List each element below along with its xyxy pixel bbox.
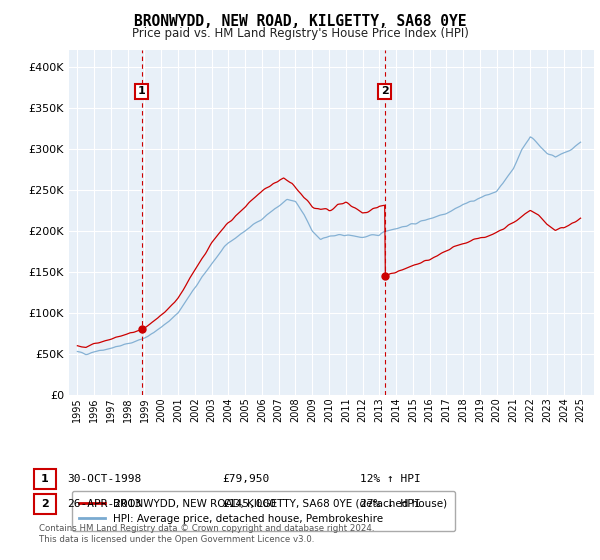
Text: BRONWYDD, NEW ROAD, KILGETTY, SA68 0YE: BRONWYDD, NEW ROAD, KILGETTY, SA68 0YE (134, 14, 466, 29)
Text: 26-APR-2013: 26-APR-2013 (67, 499, 142, 509)
Text: £145,000: £145,000 (222, 499, 276, 509)
Text: 30-OCT-1998: 30-OCT-1998 (67, 474, 142, 484)
Text: Contains HM Land Registry data © Crown copyright and database right 2024.: Contains HM Land Registry data © Crown c… (39, 524, 374, 533)
Text: 1: 1 (138, 86, 146, 96)
Text: 12% ↑ HPI: 12% ↑ HPI (360, 474, 421, 484)
Legend: BRONWYDD, NEW ROAD, KILGETTY, SA68 0YE (detached house), HPI: Average price, det: BRONWYDD, NEW ROAD, KILGETTY, SA68 0YE (… (71, 491, 455, 531)
Text: Price paid vs. HM Land Registry's House Price Index (HPI): Price paid vs. HM Land Registry's House … (131, 27, 469, 40)
Text: £79,950: £79,950 (222, 474, 269, 484)
Text: This data is licensed under the Open Government Licence v3.0.: This data is licensed under the Open Gov… (39, 535, 314, 544)
Text: 2: 2 (381, 86, 389, 96)
Text: 27% ↓ HPI: 27% ↓ HPI (360, 499, 421, 509)
Text: 1: 1 (41, 474, 49, 484)
Text: 2: 2 (41, 499, 49, 509)
